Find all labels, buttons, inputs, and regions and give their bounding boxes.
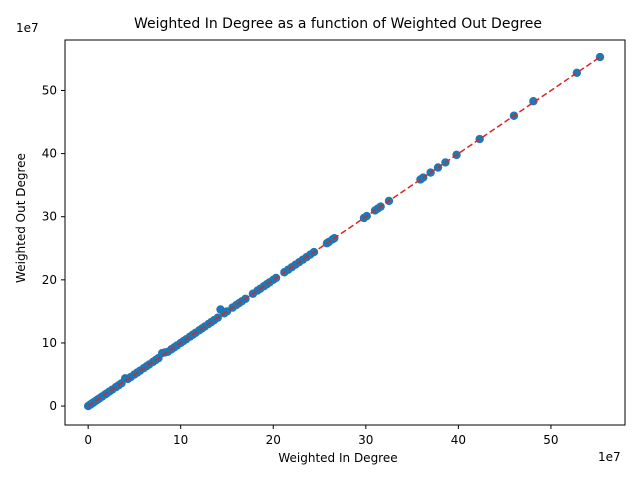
x-offset-text: 1e7 bbox=[598, 450, 621, 464]
x-tick-label: 50 bbox=[543, 433, 558, 447]
y-ticks: 0 10 20 30 40 50 bbox=[42, 83, 65, 413]
y-tick-label: 40 bbox=[42, 147, 57, 161]
y-tick-label: 50 bbox=[42, 83, 57, 97]
x-axis-label: Weighted In Degree bbox=[278, 451, 397, 465]
y-offset-text: 1e7 bbox=[16, 21, 39, 35]
y-tick-label: 0 bbox=[49, 399, 57, 413]
y-tick-label: 20 bbox=[42, 273, 57, 287]
data-point bbox=[572, 68, 582, 78]
axes-frame bbox=[64, 39, 626, 426]
fit-line bbox=[87, 56, 601, 407]
x-tick-label: 30 bbox=[358, 433, 373, 447]
fit-line-layer bbox=[87, 56, 601, 407]
x-tick-label: 0 bbox=[84, 433, 92, 447]
y-tick-label: 30 bbox=[42, 210, 57, 224]
x-tick-label: 10 bbox=[173, 433, 188, 447]
chart-title: Weighted In Degree as a function of Weig… bbox=[134, 16, 542, 32]
y-tick-label: 10 bbox=[42, 336, 57, 350]
data-point bbox=[595, 52, 605, 62]
x-tick-label: 40 bbox=[451, 433, 466, 447]
x-ticks: 0 10 20 30 40 50 bbox=[84, 425, 559, 447]
y-axis-label: Weighted Out Degree bbox=[14, 153, 28, 283]
x-tick-label: 20 bbox=[266, 433, 281, 447]
